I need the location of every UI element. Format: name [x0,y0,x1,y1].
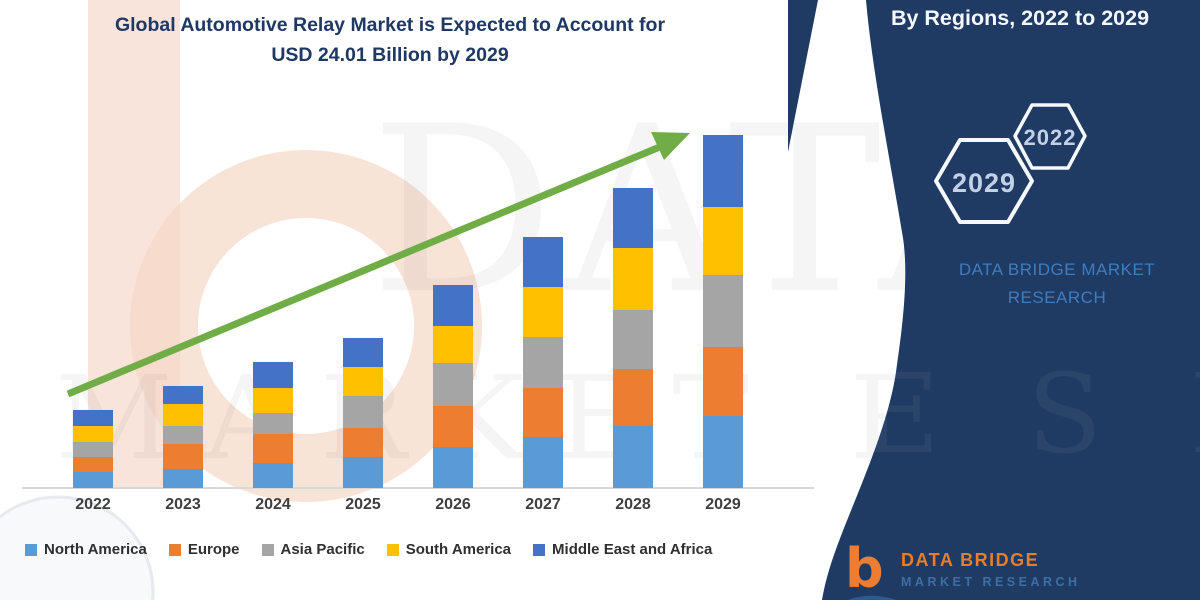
chart-title-line2: USD 24.01 Billion by 2029 [271,44,509,67]
chart-title: Global Automotive Relay Market is Expect… [30,10,750,70]
bar-segment-2024-north-america [253,463,293,488]
bar-segment-2025-europe [343,428,383,457]
bar-segment-2028-middle-east-and-africa [613,188,653,248]
footer-logo-swoosh-icon [847,595,897,600]
x-axis-label-2025: 2025 [345,496,381,513]
panel-brand-line1: DATA BRIDGE MARKET [958,260,1156,279]
bar-segment-2027-south-america [523,287,563,337]
footer-logo-b-glyph: b [845,537,884,600]
footer-logo-mark: b [843,542,897,600]
x-axis-label-2024: 2024 [255,496,291,513]
watermark-corner-circle [0,495,155,600]
panel-heading: By Regions, 2022 to 2029 [890,6,1150,30]
legend-swatch-asia-pacific [261,543,274,556]
bar-segment-2027-middle-east-and-africa [523,237,563,287]
legend-label-south-america: South America [405,541,512,558]
bar-segment-2026-europe [433,406,473,447]
bar-segment-2022-south-america [73,426,113,442]
legend-label-europe: Europe [187,541,240,558]
hexagon-2022-label: 2022 [1024,125,1077,150]
bar-segment-2029-europe [703,347,743,416]
trend-arrow-line [66,142,664,398]
legend-label-asia-pacific: Asia Pacific [280,541,365,558]
bar-segment-2025-middle-east-and-africa [343,338,383,367]
bar-segment-2027-europe [523,388,563,437]
side-panel-background [822,0,1200,600]
bar-segment-2026-south-america [433,326,473,363]
legend-label-north-america: North America [44,541,147,558]
bar-segment-2024-europe [253,434,293,463]
x-axis-label-2023: 2023 [165,496,201,513]
bar-segment-2023-north-america [163,469,203,488]
footer-logo-text: DATA BRIDGE MARKET RESEARCH [901,550,1081,589]
bar-segment-2029-north-america [703,416,743,488]
bar-segment-2025-asia-pacific [343,396,383,428]
bar-segment-2024-asia-pacific [253,413,293,434]
bar-segment-2028-europe [613,369,653,426]
bar-segment-2028-south-america [613,248,653,310]
panel-brand-text: DATA BRIDGE MARKET RESEARCH [928,256,1186,312]
bar-segment-2022-europe [73,457,113,472]
footer-logo-subname: MARKET RESEARCH [901,575,1081,589]
bar-segment-2025-south-america [343,367,383,396]
trend-arrow-head [651,132,690,160]
bar-segment-2029-asia-pacific [703,275,743,347]
legend-swatch-europe [168,543,181,556]
legend-item-europe: Europe [168,541,240,558]
hexagon-2029-label: 2029 [952,168,1016,198]
legend-swatch-north-america [25,543,37,556]
footer-logo-name: DATA BRIDGE [901,550,1040,570]
bar-segment-2023-south-america [163,404,203,426]
bar-segment-2022-middle-east-and-africa [73,410,113,426]
chart-legend: North America Europe Asia Pacific South Ame… [25,541,712,558]
x-axis-label-2022: 2022 [75,496,111,513]
footer-logo: b DATA BRIDGE MARKET RESEARCH [843,542,1081,600]
x-axis-label-2027: 2027 [525,496,561,513]
bar-segment-2024-middle-east-and-africa [253,362,293,388]
bar-segment-2023-middle-east-and-africa [163,386,203,404]
legend-item-middle-east-and-africa: Middle East and Africa [533,541,712,558]
legend-swatch-middle-east-and-africa [533,543,546,556]
legend-swatch-south-america [386,543,399,556]
bar-segment-2026-north-america [433,447,473,488]
bar-segment-2028-north-america [613,426,653,488]
side-panel-corner-sliver [788,0,818,152]
x-axis-label-2028: 2028 [615,496,651,513]
x-axis-line [22,487,814,489]
x-axis-label-2026: 2026 [435,496,471,513]
legend-label-middle-east-and-africa: Middle East and Africa [552,541,713,558]
bar-segment-2027-asia-pacific [523,337,563,388]
legend-item-north-america: North America [25,541,147,558]
panel-brand-line2: RESEARCH [1007,288,1107,308]
bar-segment-2023-asia-pacific [163,426,203,444]
bar-segment-2022-north-america [73,472,113,488]
bar-segment-2025-north-america [343,457,383,488]
bar-segment-2026-asia-pacific [433,363,473,406]
bar-segment-2022-asia-pacific [73,442,113,457]
hexagon-2022 [1013,103,1087,170]
bar-segment-2028-asia-pacific [613,310,653,369]
bar-segment-2024-south-america [253,388,293,413]
bar-segment-2026-middle-east-and-africa [433,285,473,326]
panel-watermark-text: R E S E A R C H [690,350,1200,478]
bar-segment-2029-south-america [703,207,743,275]
legend-item-asia-pacific: Asia Pacific [261,541,365,558]
chart-title-line1: Global Automotive Relay Market is Expect… [114,14,666,36]
bar-segment-2023-europe [163,444,203,469]
bar-segment-2029-middle-east-and-africa [703,135,743,207]
legend-item-south-america: South America [386,541,512,558]
x-axis-label-2029: 2029 [705,496,741,513]
hexagon-2029 [934,138,1034,224]
bar-segment-2027-north-america [523,437,563,488]
